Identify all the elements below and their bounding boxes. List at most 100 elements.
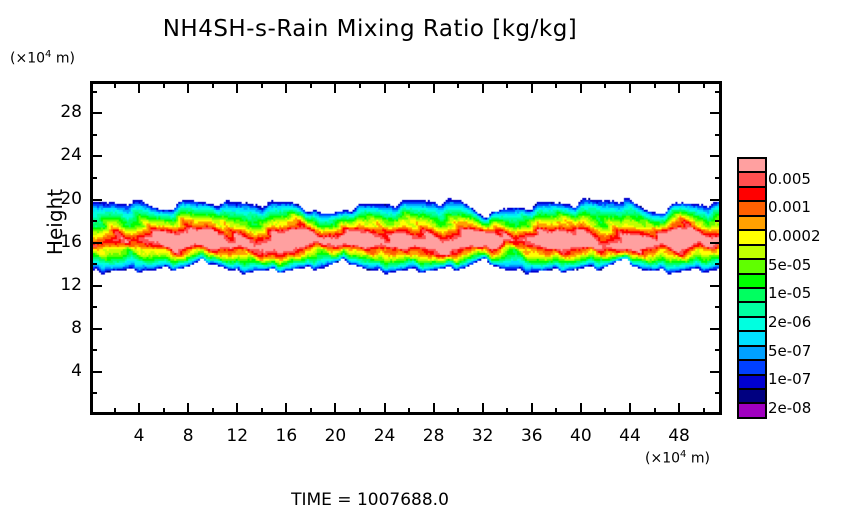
x-major-tick [383,81,386,93]
x-major-tick [236,81,239,93]
y-tick-label: 12 [60,274,82,295]
x-minor-tick [408,408,411,415]
x-minor-tick [702,81,705,88]
x-tick-label: 44 [619,426,641,446]
x-major-tick [187,81,190,93]
y-major-tick [710,327,722,330]
colorbar-band [739,260,765,275]
contour-field-canvas [93,84,719,412]
x-major-tick [432,403,435,415]
x-tick-label: 40 [570,426,592,446]
x-minor-tick [506,408,509,415]
x-minor-tick [162,81,165,88]
y-tick-label: 4 [71,360,82,381]
x-minor-tick [653,81,656,88]
x-major-tick [530,81,533,93]
colorbar-band [739,245,765,261]
colorbar-tick-label: 0.001 [768,198,811,217]
x-major-tick [138,403,141,415]
y-minor-tick [715,263,722,266]
y-minor-tick [715,306,722,309]
y-minor-tick [90,176,97,179]
x-minor-tick [358,81,361,88]
colorbar-band [739,288,765,304]
x-minor-tick [309,408,312,415]
x-major-tick [678,403,681,415]
y-major-tick [90,112,102,115]
y-minor-tick [715,133,722,136]
x-minor-tick [457,81,460,88]
x-minor-tick [457,408,460,415]
y-major-tick [90,198,102,201]
colorbar-band [739,173,765,188]
x-major-tick [187,403,190,415]
y-major-tick [90,155,102,158]
x-major-tick [530,403,533,415]
y-minor-tick [715,220,722,223]
x-minor-tick [260,81,263,88]
y-minor-tick [90,263,97,266]
colorbar-band [739,361,765,376]
x-major-tick [236,403,239,415]
x-minor-tick [555,81,558,88]
x-major-tick [334,81,337,93]
colorbar-tick-label: 1e-05 [768,284,812,303]
y-minor-tick [90,220,97,223]
x-major-tick [579,81,582,93]
x-minor-tick [309,81,312,88]
x-unit-prefix: (×10 [645,450,681,467]
x-minor-tick [604,408,607,415]
x-minor-tick [702,408,705,415]
y-tick-label: 28 [60,102,82,123]
y-unit-suffix: m) [51,50,75,67]
colorbar-band [739,346,765,362]
x-minor-tick [211,81,214,88]
colorbar [737,157,767,419]
colorbar-label-group: 0.005 0.001 0.0002 5e-05 1e-05 2e-06 5e-07 1e-0… [768,157,854,415]
colorbar-band [739,390,765,405]
page-title: NH4SH-s-Rain Mixing Ratio [kg/kg] [162,16,578,42]
y-tick-label: 24 [60,145,82,166]
x-minor-tick [653,408,656,415]
x-minor-tick [604,81,607,88]
x-tick-label: 12 [226,426,249,446]
y-unit-exponent: 4 [45,49,52,60]
x-minor-tick [555,408,558,415]
x-minor-tick [113,408,116,415]
x-minor-tick [162,408,165,415]
colorbar-band [739,303,765,318]
y-axis-unit-label: (×104 m) [10,49,75,67]
x-major-tick [628,403,631,415]
x-unit-exponent: 4 [680,449,687,460]
colorbar-band [739,231,765,246]
x-tick-label: 16 [275,426,298,446]
colorbar-tick-label: 0.005 [768,169,811,188]
y-major-tick [710,370,722,373]
x-minor-tick [408,81,411,88]
y-minor-tick [90,349,97,352]
colorbar-band [739,202,765,217]
colorbar-band [739,159,765,174]
colorbar-band [739,375,765,390]
x-minor-tick [358,408,361,415]
x-tick-label: 48 [668,426,690,446]
y-major-tick [90,327,102,330]
colorbar-band [739,404,765,417]
x-tick-label: 28 [422,426,445,446]
colorbar-band [739,216,765,232]
colorbar-band [739,317,765,333]
x-tick-label: 32 [471,426,494,446]
time-label: TIME = 1007688.0 [291,490,449,510]
colorbar-band [739,274,765,289]
y-tick-label: 16 [60,231,82,252]
y-minor-tick [715,349,722,352]
y-major-tick [710,155,722,158]
y-unit-prefix: (×10 [10,50,46,67]
y-minor-tick [90,392,97,395]
y-minor-tick [715,176,722,179]
y-tick-label: 8 [71,317,82,338]
colorbar-band [739,187,765,203]
plot-area [90,81,722,415]
x-major-tick [383,403,386,415]
y-minor-tick [715,392,722,395]
